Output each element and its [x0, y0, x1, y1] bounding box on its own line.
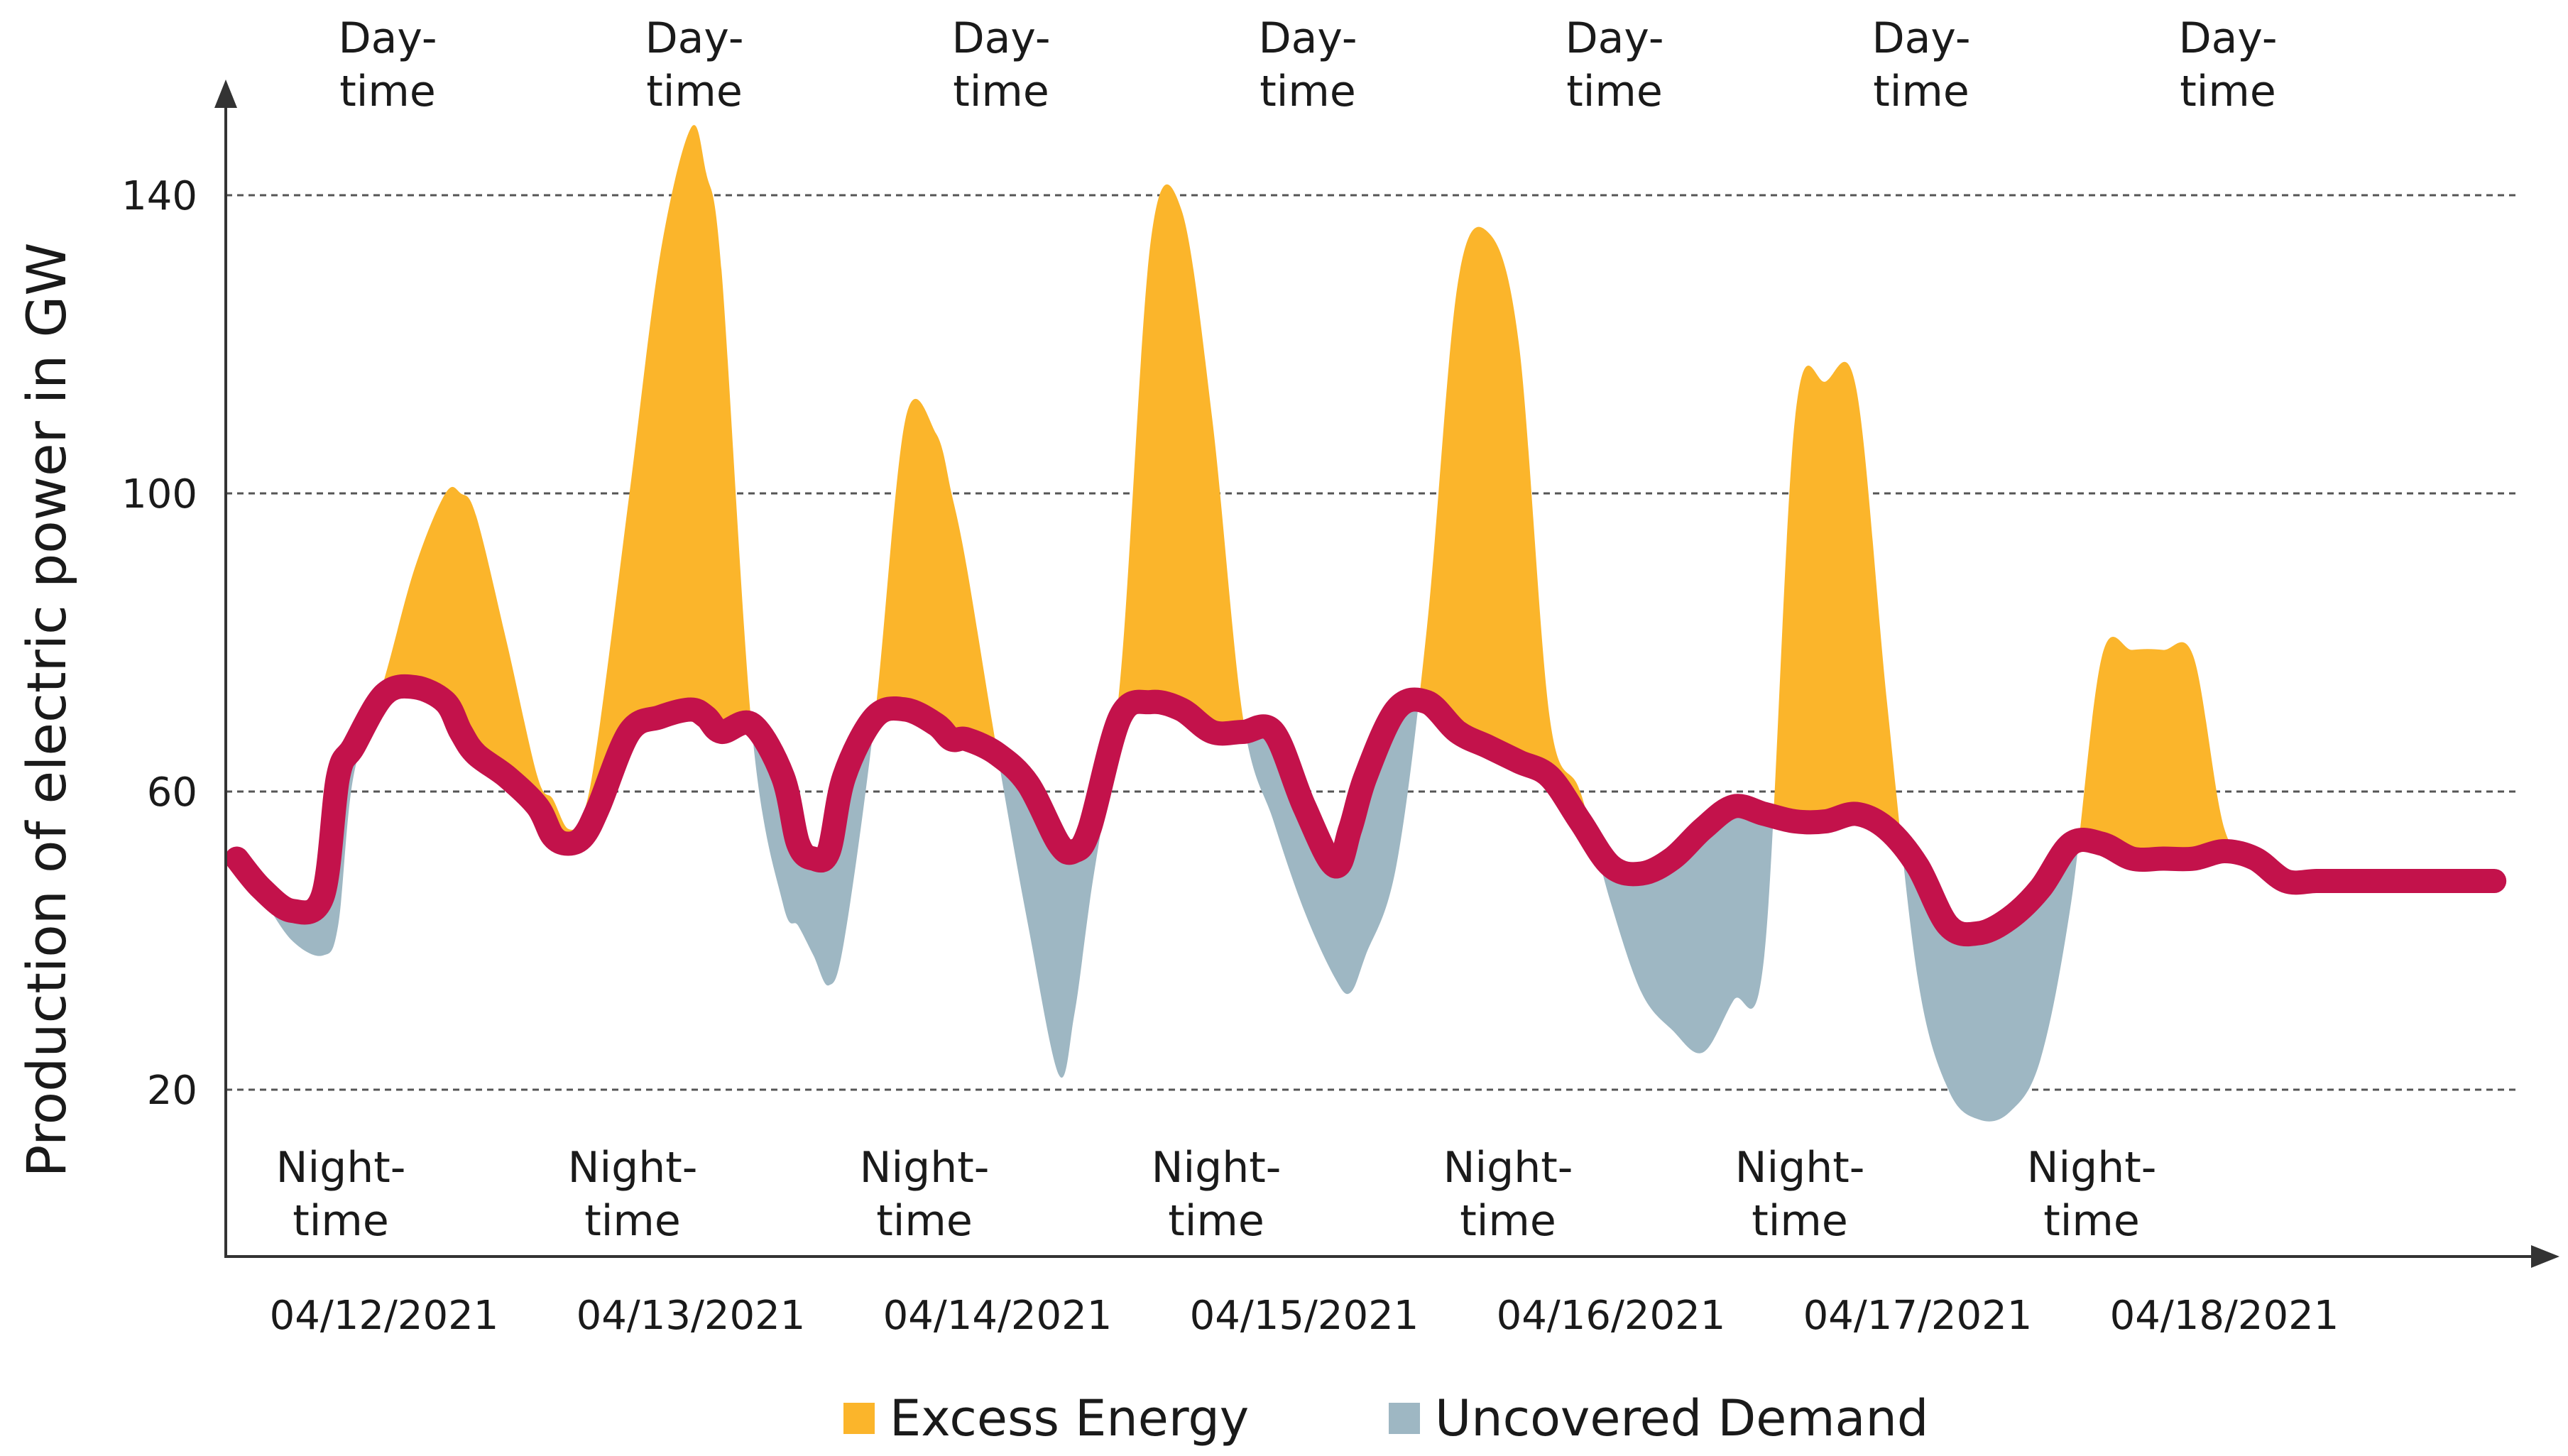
x-tick-label: 04/18/2021 [2110, 1293, 2339, 1339]
x-tick-label: 04/12/2021 [270, 1293, 499, 1339]
y-tick-labels: 20 60 100 140 [121, 173, 197, 1114]
y-tick-label: 60 [147, 770, 197, 816]
uncovered-demand-area [236, 686, 2495, 1122]
legend-swatch-uncovered-demand [1389, 1403, 1420, 1434]
x-tick-label: 04/14/2021 [883, 1293, 1113, 1339]
legend: Excess Energy Uncovered Demand [843, 1389, 1928, 1447]
y-tick-label: 100 [121, 471, 197, 518]
legend-label-excess-energy: Excess Energy [890, 1389, 1249, 1447]
daytime-label: Day-time [338, 13, 437, 116]
daytime-label: Day-time [1872, 13, 1970, 116]
daytime-label: Day-time [1565, 13, 1663, 116]
x-tick-labels: 04/12/2021 04/13/2021 04/14/2021 04/15/2021… [270, 1293, 2339, 1339]
nighttime-label: Night-time [1443, 1143, 1573, 1246]
x-axis-arrow-icon [2531, 1245, 2559, 1268]
x-tick-label: 04/15/2021 [1190, 1293, 1419, 1339]
y-tick-label: 140 [121, 173, 197, 219]
daytime-label: Day-time [951, 13, 1050, 116]
axes [214, 80, 2559, 1268]
demand-line [224, 674, 2507, 947]
daytime-labels: Day-time Day-time Day-time Day-time Day-time… [338, 13, 2277, 116]
nighttime-labels: Night-time Night-time Night-time Night-time… [276, 1143, 2157, 1246]
nighttime-label: Night-time [2027, 1143, 2157, 1246]
x-tick-label: 04/13/2021 [577, 1293, 806, 1339]
x-tick-label: 04/17/2021 [1803, 1293, 2033, 1339]
nighttime-label: Night-time [860, 1143, 990, 1246]
legend-swatch-excess-energy [843, 1403, 875, 1434]
y-axis-arrow-icon [214, 80, 237, 108]
excess-energy-area [236, 125, 2495, 935]
nighttime-label: Night-time [276, 1143, 406, 1246]
daytime-label: Day-time [645, 13, 743, 116]
nighttime-label: Night-time [568, 1143, 698, 1246]
legend-label-uncovered-demand: Uncovered Demand [1435, 1389, 1928, 1447]
nighttime-label: Night-time [1152, 1143, 1282, 1246]
grid-lines [226, 194, 2520, 1091]
nighttime-label: Night-time [1735, 1143, 1865, 1246]
area-layer [236, 125, 2495, 1122]
daytime-label: Day-time [2178, 13, 2277, 116]
daytime-label: Day-time [1258, 13, 1357, 116]
y-axis-label: Production of electric power in GW [15, 243, 78, 1178]
x-tick-label: 04/16/2021 [1497, 1293, 1726, 1339]
y-tick-label: 20 [147, 1068, 197, 1114]
